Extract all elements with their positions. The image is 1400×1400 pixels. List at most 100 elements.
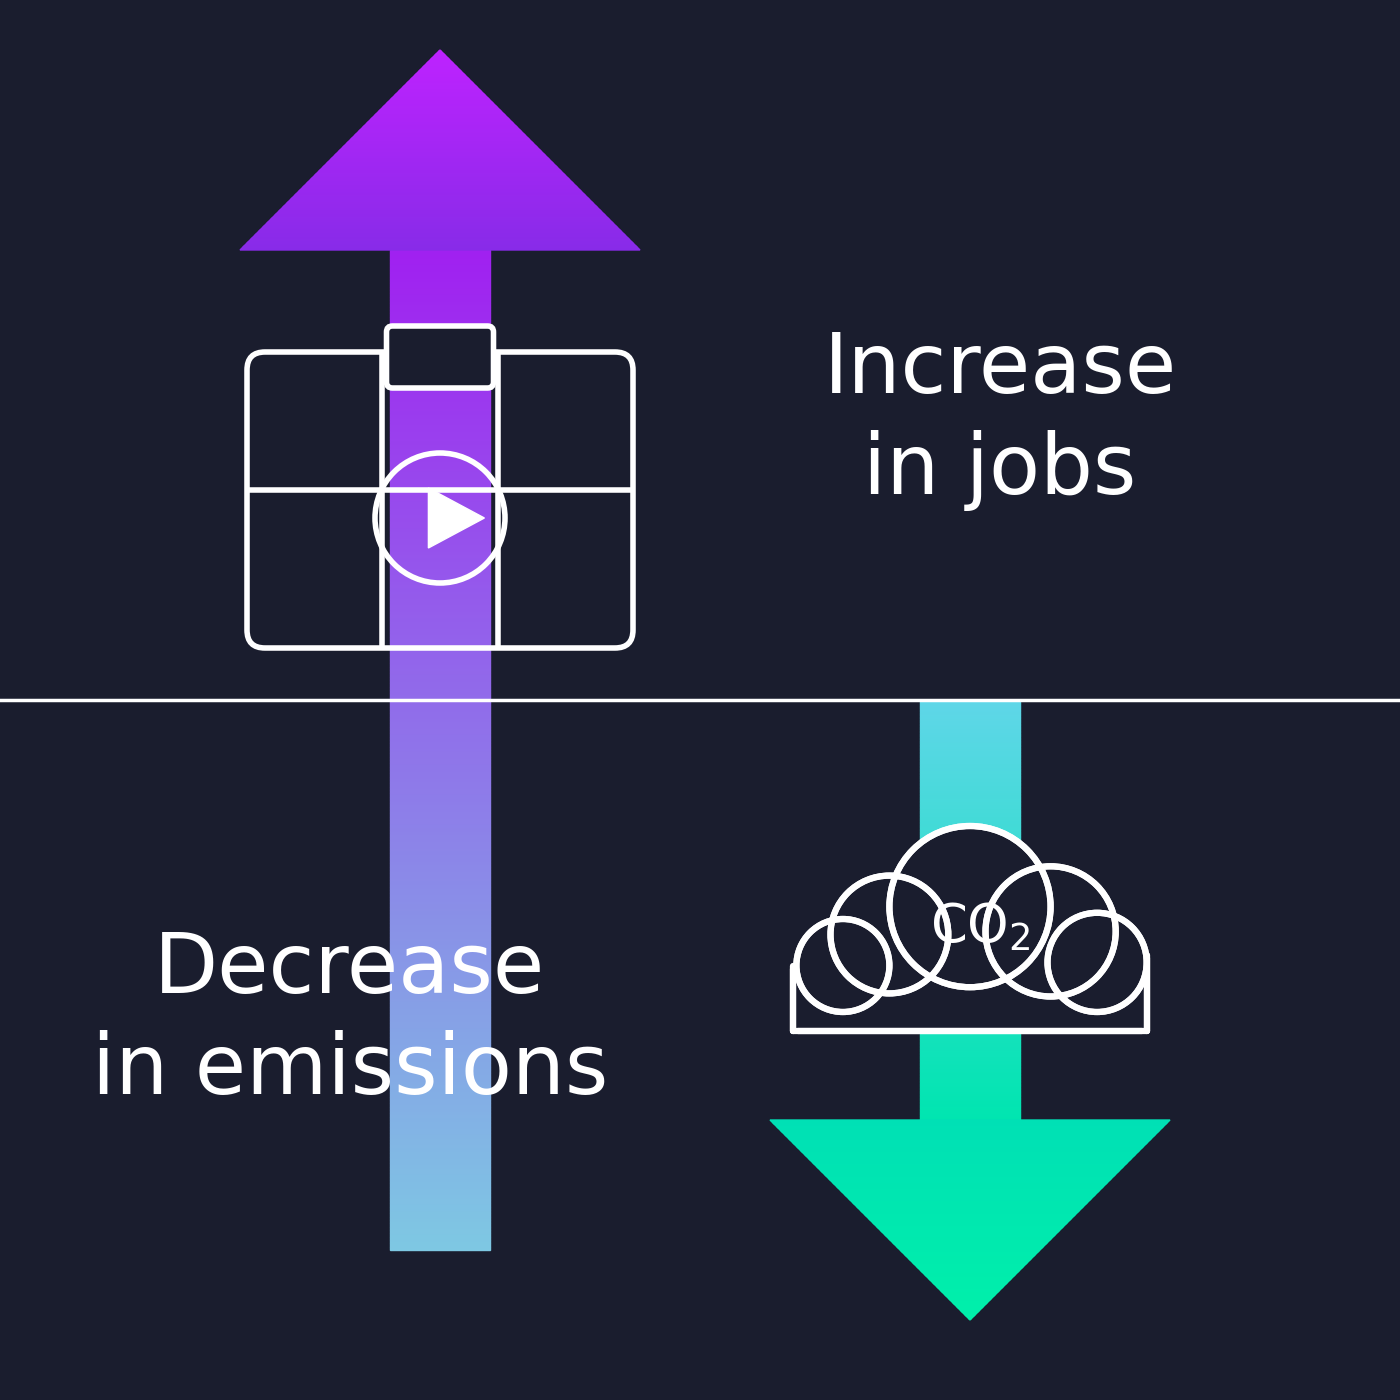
Bar <box>920 795 1021 797</box>
Bar <box>391 1156 490 1161</box>
Bar <box>391 357 490 360</box>
Bar <box>920 854 1021 855</box>
Bar <box>391 743 490 746</box>
Bar <box>391 1004 490 1007</box>
Bar <box>920 799 1021 801</box>
Bar <box>391 760 490 763</box>
Bar <box>920 1047 1021 1049</box>
Bar <box>391 1033 490 1036</box>
Bar <box>391 770 490 773</box>
Bar <box>391 350 490 353</box>
Bar <box>391 260 490 263</box>
Bar <box>920 1046 1021 1047</box>
Bar <box>920 773 1021 774</box>
Bar <box>391 1079 490 1084</box>
Bar <box>391 1057 490 1060</box>
Bar <box>920 802 1021 804</box>
Bar <box>391 567 490 570</box>
Bar <box>391 524 490 526</box>
Bar <box>391 1236 490 1240</box>
Bar <box>391 806 490 811</box>
Bar <box>391 603 490 606</box>
Bar <box>920 1053 1021 1054</box>
Bar <box>920 990 1021 991</box>
Bar <box>391 487 490 490</box>
Bar <box>920 1072 1021 1074</box>
Bar <box>391 697 490 700</box>
Bar <box>391 1016 490 1021</box>
Bar <box>920 822 1021 823</box>
Bar <box>391 1023 490 1026</box>
Bar <box>391 997 490 1000</box>
Bar <box>391 854 490 857</box>
Bar <box>391 500 490 504</box>
Bar <box>920 927 1021 928</box>
Bar <box>920 1030 1021 1032</box>
Bar <box>920 794 1021 795</box>
Bar <box>920 1036 1021 1037</box>
Bar <box>391 1214 490 1217</box>
Bar <box>920 1092 1021 1093</box>
Bar <box>391 1036 490 1040</box>
Bar <box>920 1091 1021 1092</box>
Bar <box>920 972 1021 973</box>
Bar <box>391 1067 490 1070</box>
Bar <box>920 732 1021 734</box>
Bar <box>920 787 1021 788</box>
Bar <box>391 1226 490 1231</box>
Bar <box>391 830 490 833</box>
Bar <box>391 1147 490 1149</box>
Bar <box>391 430 490 434</box>
Bar <box>920 941 1021 942</box>
Bar <box>920 998 1021 1000</box>
Bar <box>920 1084 1021 1085</box>
Text: Decrease
in emissions: Decrease in emissions <box>92 930 608 1110</box>
Bar <box>391 504 490 507</box>
Bar <box>920 1093 1021 1095</box>
Bar <box>920 1082 1021 1084</box>
Bar <box>920 755 1021 756</box>
Bar <box>920 958 1021 959</box>
Bar <box>920 904 1021 906</box>
Bar <box>920 872 1021 874</box>
Bar <box>920 769 1021 770</box>
Bar <box>391 333 490 336</box>
Bar <box>391 1047 490 1050</box>
Bar <box>920 1019 1021 1021</box>
Bar <box>920 752 1021 753</box>
Bar <box>391 799 490 804</box>
Bar <box>920 739 1021 741</box>
Bar <box>920 1105 1021 1106</box>
Bar <box>391 790 490 794</box>
Bar <box>391 461 490 463</box>
Bar <box>391 403 490 406</box>
Bar <box>920 833 1021 834</box>
Bar <box>920 879 1021 881</box>
Bar <box>391 266 490 270</box>
Bar <box>391 1050 490 1053</box>
Bar <box>391 601 490 603</box>
Bar <box>920 882 1021 883</box>
Bar <box>391 893 490 896</box>
Bar <box>391 753 490 756</box>
Bar <box>391 507 490 510</box>
Bar <box>391 883 490 886</box>
Text: Increase
in jobs: Increase in jobs <box>823 329 1176 511</box>
Bar <box>920 960 1021 962</box>
Bar <box>391 1070 490 1074</box>
Bar <box>920 864 1021 865</box>
Bar <box>391 294 490 297</box>
Bar <box>391 263 490 266</box>
Bar <box>920 983 1021 984</box>
Bar <box>391 379 490 384</box>
Bar <box>920 1040 1021 1042</box>
Bar <box>920 1025 1021 1026</box>
Bar <box>391 323 490 326</box>
Bar <box>391 907 490 910</box>
Bar <box>920 1074 1021 1075</box>
Bar <box>920 900 1021 902</box>
Bar <box>391 1154 490 1156</box>
Bar <box>391 717 490 720</box>
Bar <box>391 951 490 953</box>
Bar <box>920 868 1021 869</box>
